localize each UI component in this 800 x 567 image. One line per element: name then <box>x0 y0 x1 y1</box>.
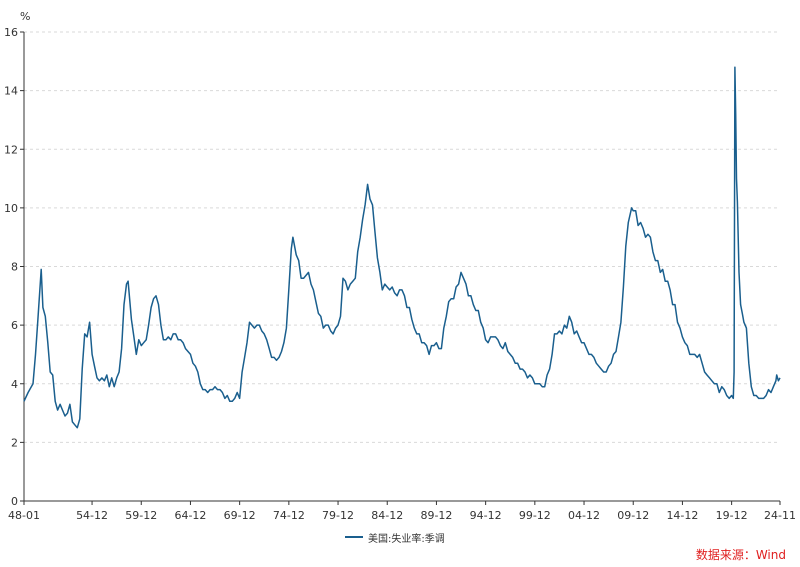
y-tick-label: 10 <box>4 202 18 215</box>
x-tick-label: 84-12 <box>371 509 403 522</box>
x-tick-label: 14-12 <box>666 509 698 522</box>
y-tick-label: 4 <box>11 378 18 391</box>
y-tick-label: 2 <box>11 436 18 449</box>
x-axis: 48-01 54-12 59-12 64-12 69-12 74-12 79-12 84-12… <box>8 500 796 522</box>
x-tick-label: 59-12 <box>125 509 157 522</box>
data-source-note: 数据来源：Wind <box>695 548 786 562</box>
x-tick-label: 19-12 <box>716 509 748 522</box>
y-tick-label: 14 <box>4 85 18 98</box>
x-tick-label: 89-12 <box>420 509 452 522</box>
legend: 美国:失业率:季调 <box>345 529 445 545</box>
legend-label: 美国:失业率:季调 <box>368 533 445 545</box>
x-tick-label: 09-12 <box>617 509 649 522</box>
y-gridlines <box>24 31 780 443</box>
y-tick-label: 8 <box>11 261 18 274</box>
y-tick-label: 6 <box>11 319 18 332</box>
x-tick-label: 69-12 <box>224 509 256 522</box>
y-axis: 0 2 4 6 8 10 12 14 16 <box>4 26 25 508</box>
y-tick-label: 12 <box>4 143 18 156</box>
y-unit-label: % <box>20 10 30 23</box>
x-tick-label: 24-11 <box>764 509 796 522</box>
x-tick-label: 04-12 <box>568 509 600 522</box>
x-tick-label: 64-12 <box>174 509 206 522</box>
x-tick-label: 94-12 <box>470 509 502 522</box>
y-tick-label: 16 <box>4 26 18 39</box>
x-tick-label: 74-12 <box>273 509 305 522</box>
x-tick-label: 54-12 <box>76 509 108 522</box>
y-tick-label: 0 <box>11 495 18 508</box>
x-tick-label: 79-12 <box>322 509 354 522</box>
series-line-unemployment-rate <box>23 66 781 429</box>
legend-swatch <box>345 536 363 538</box>
x-tick-label: 48-01 <box>8 509 40 522</box>
x-tick-label: 99-12 <box>519 509 551 522</box>
